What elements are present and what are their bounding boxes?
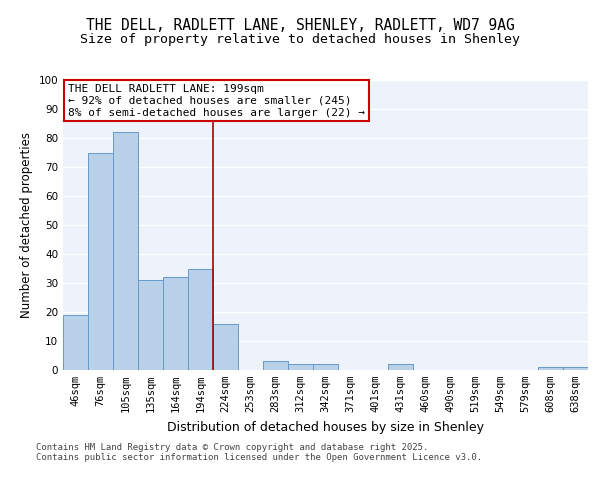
Bar — [563, 367, 588, 370]
Text: THE DELL RADLETT LANE: 199sqm
← 92% of detached houses are smaller (245)
8% of s: THE DELL RADLETT LANE: 199sqm ← 92% of d… — [68, 84, 365, 117]
Text: Contains HM Land Registry data © Crown copyright and database right 2025.
Contai: Contains HM Land Registry data © Crown c… — [36, 442, 482, 462]
Bar — [263, 362, 288, 370]
Bar — [63, 315, 88, 370]
Bar — [213, 324, 238, 370]
Bar — [188, 268, 213, 370]
Text: Size of property relative to detached houses in Shenley: Size of property relative to detached ho… — [80, 32, 520, 46]
Bar — [88, 152, 113, 370]
X-axis label: Distribution of detached houses by size in Shenley: Distribution of detached houses by size … — [167, 420, 484, 434]
Bar — [138, 280, 163, 370]
Bar — [113, 132, 138, 370]
Bar — [288, 364, 313, 370]
Bar — [538, 367, 563, 370]
Bar — [388, 364, 413, 370]
Bar — [313, 364, 338, 370]
Y-axis label: Number of detached properties: Number of detached properties — [20, 132, 33, 318]
Bar — [163, 277, 188, 370]
Text: THE DELL, RADLETT LANE, SHENLEY, RADLETT, WD7 9AG: THE DELL, RADLETT LANE, SHENLEY, RADLETT… — [86, 18, 514, 32]
